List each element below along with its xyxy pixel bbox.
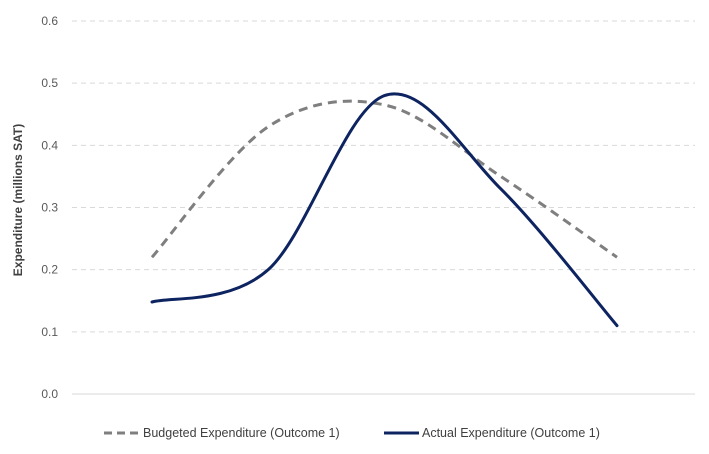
y-tick-label: 0.6 (41, 14, 58, 28)
y-tick-label: 0.5 (41, 76, 58, 90)
y-axis-label: Expenditure (millions SAT) (11, 124, 25, 276)
y-tick-label: 0.0 (41, 387, 58, 401)
series-line-budgeted (150, 99, 618, 259)
y-tick-label: 0.1 (41, 325, 58, 339)
series-lines (150, 92, 619, 328)
y-tick-label: 0.4 (41, 138, 58, 152)
y-axis-ticks: 0.0 0.1 0.2 0.3 0.4 0.5 0.6 (41, 14, 58, 401)
legend-label-budgeted: Budgeted Expenditure (Outcome 1) (143, 426, 340, 440)
series-line-actual (150, 92, 619, 328)
legend: Budgeted Expenditure (Outcome 1) Actual … (104, 426, 600, 440)
gridlines (72, 20, 695, 395)
y-tick-label: 0.3 (41, 201, 58, 215)
legend-label-actual: Actual Expenditure (Outcome 1) (422, 426, 600, 440)
y-tick-label: 0.2 (41, 263, 58, 277)
